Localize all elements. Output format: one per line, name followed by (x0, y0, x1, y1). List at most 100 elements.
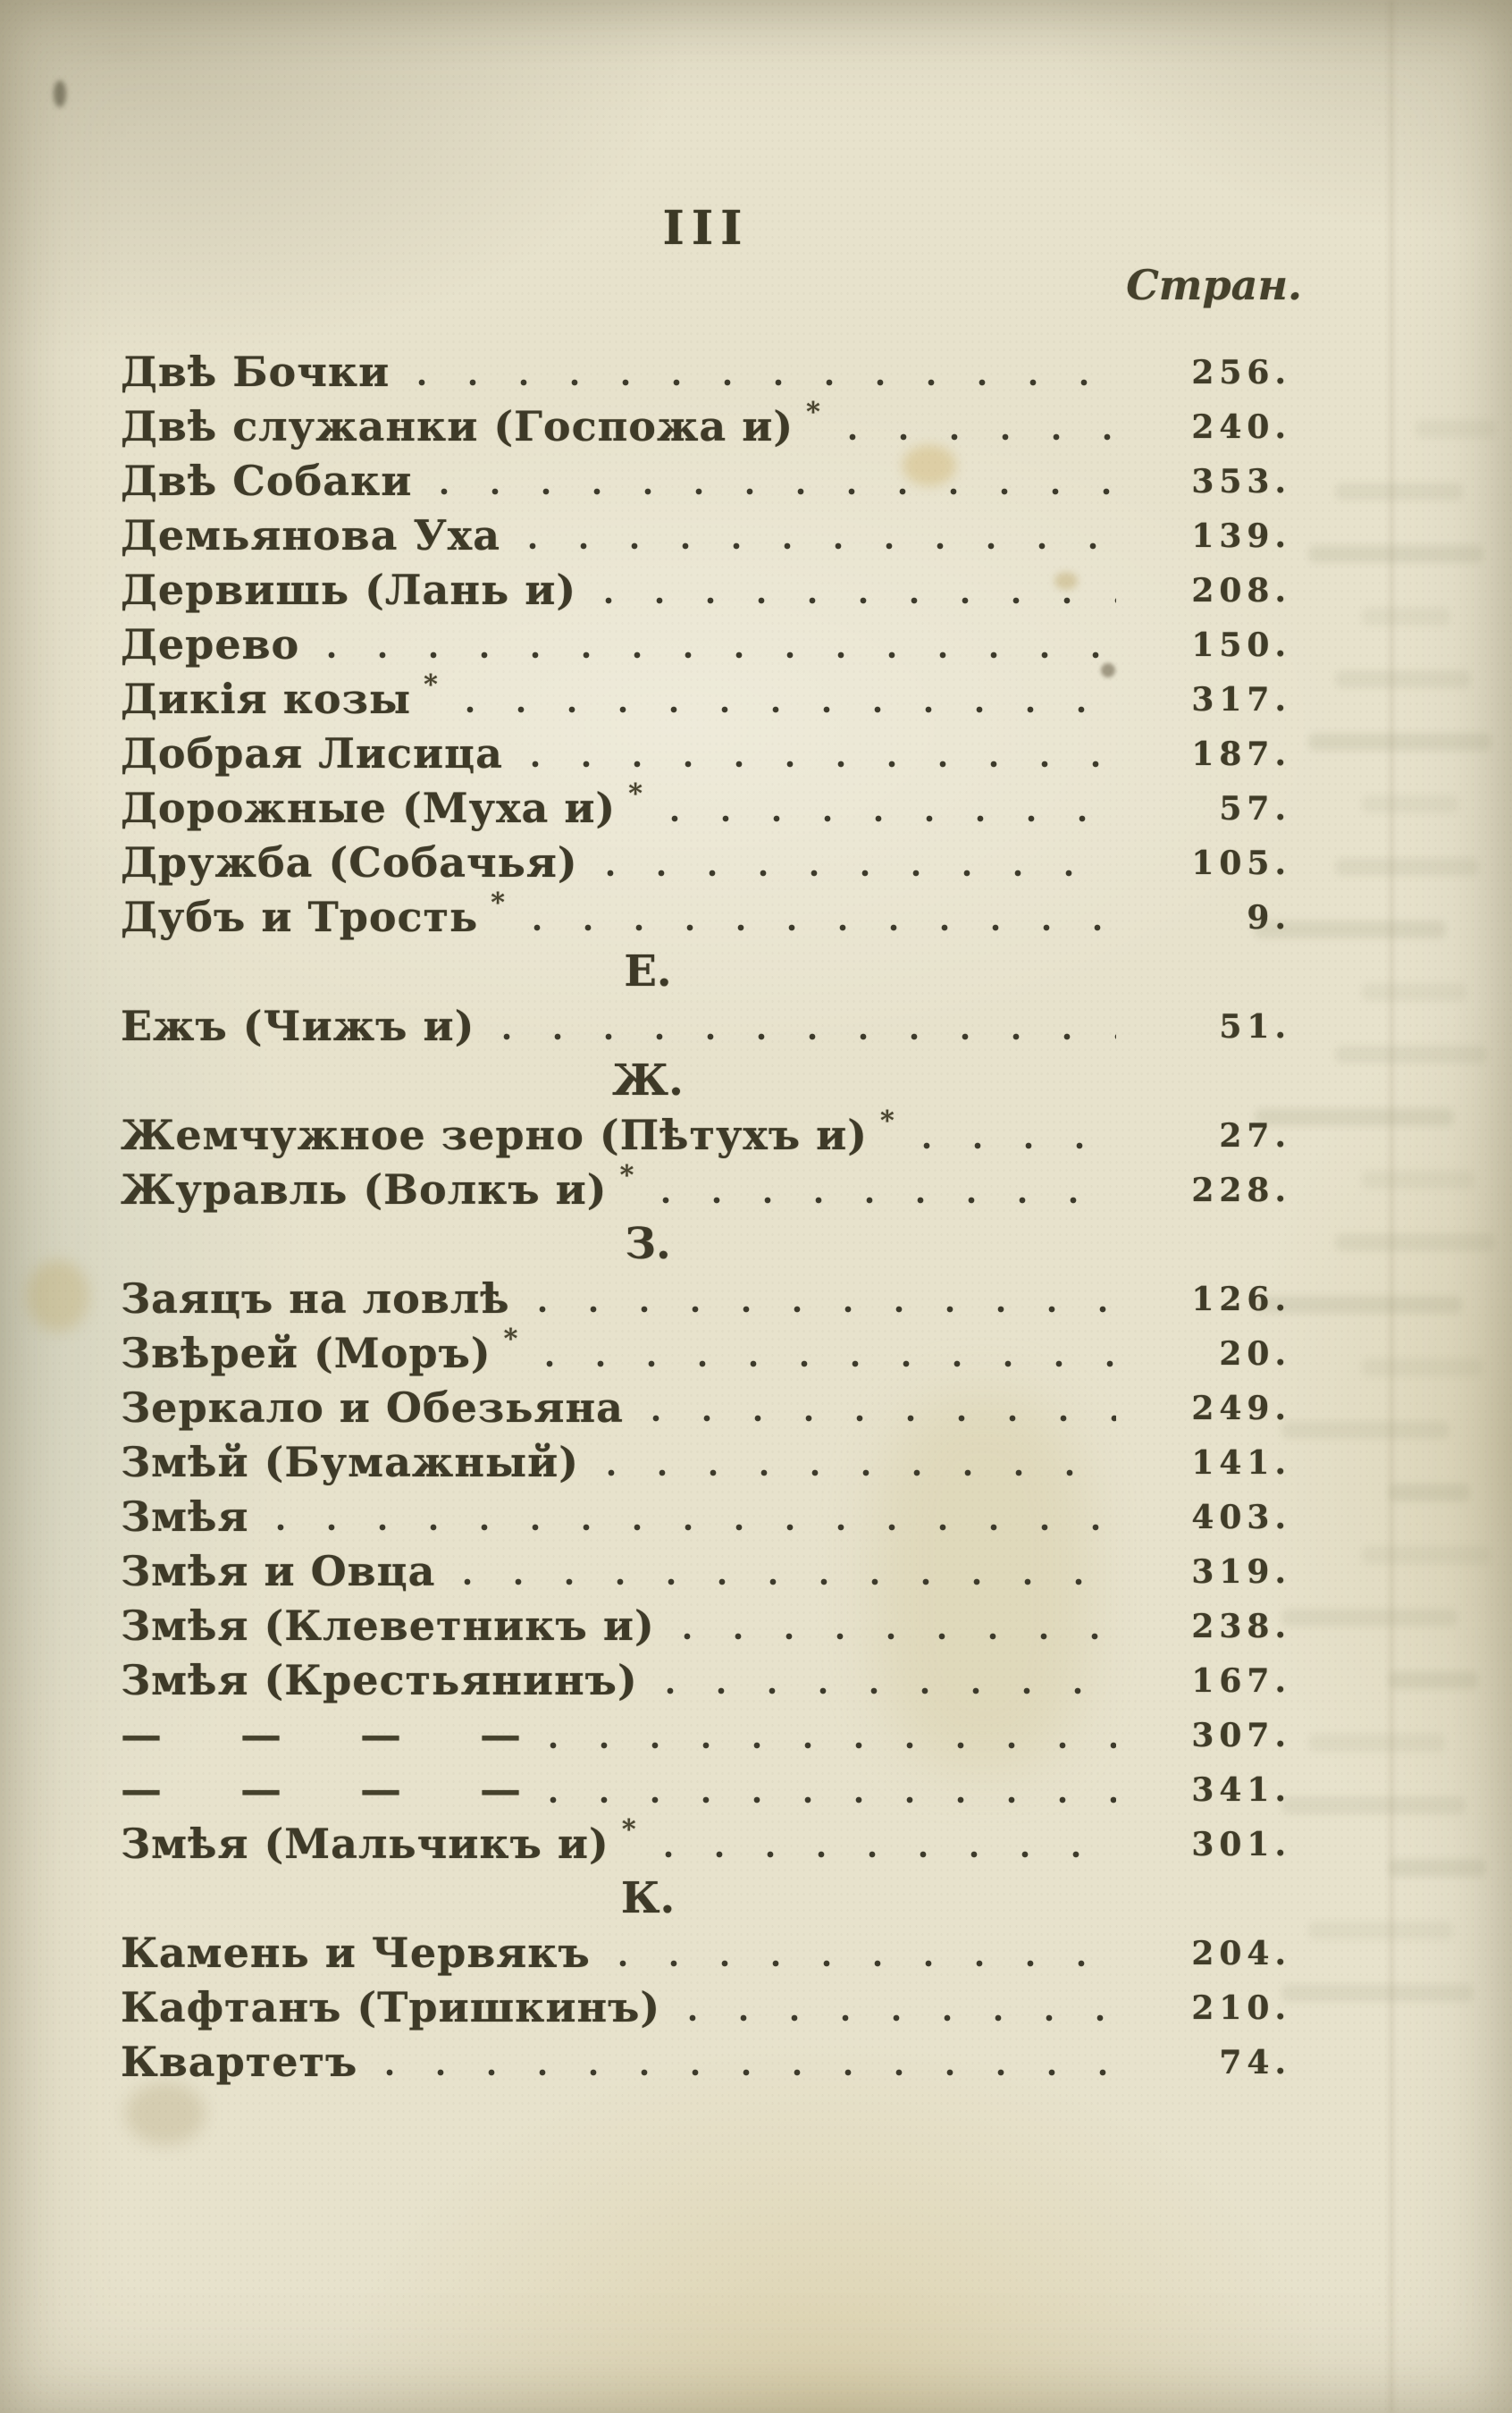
toc-row: Кафтанъ (Тришкинъ) 210. (121, 1979, 1291, 2033)
page-ref: 27. (1219, 1117, 1291, 1155)
page-ref: 307. (1191, 1717, 1291, 1754)
page-ref: 141. (1191, 1444, 1291, 1482)
fable-title: Дорожные (Муха и) (121, 784, 617, 832)
bleed-through-text (1389, 1859, 1486, 1877)
dot-leader (687, 2012, 1116, 2024)
fable-title: Дерево (121, 620, 300, 668)
dot-leader (536, 1303, 1116, 1316)
page-ref: 51. (1219, 1008, 1291, 1046)
fable-title: Звѣрей (Моръ) (121, 1329, 491, 1377)
dot-leader (681, 1630, 1116, 1643)
toc-section-row: З. (121, 1215, 1291, 1270)
bleed-through-text (1362, 1546, 1491, 1564)
fable-title: Дервишь (Лань и) (121, 566, 577, 614)
page-ref: 20. (1219, 1335, 1291, 1373)
fable-title: Жемчужное зерно (Пѣтухъ и) (121, 1111, 869, 1159)
fable-title: Двѣ служанки (Госпожа и) (121, 402, 794, 450)
fable-title: Змѣя (121, 1492, 249, 1541)
fable-title: Демьянова Уха (121, 511, 501, 559)
fable-title: Двѣ Собаки (121, 457, 413, 505)
toc-row: Квартетъ 74. (121, 2033, 1291, 2088)
paper-stain (27, 1260, 89, 1332)
dot-leader (439, 485, 1116, 498)
dot-leader (548, 1794, 1116, 1806)
ink-speck (54, 80, 66, 107)
fable-title: Камень и Червякъ (121, 1929, 591, 1977)
section-letter: К. (620, 1873, 676, 1923)
toc-row: Жемчужное зерно (Пѣтухъ и) * 27. (121, 1106, 1291, 1161)
dot-leader (462, 1576, 1116, 1588)
page-ref: 403. (1191, 1499, 1291, 1536)
dot-leader (384, 2066, 1116, 2079)
page-ref: 126. (1191, 1281, 1291, 1318)
dot-leader (662, 1848, 1116, 1861)
bleed-through-text (1362, 1171, 1474, 1189)
bleed-through-text (1362, 795, 1458, 813)
fable-title: Змѣя и Овца (121, 1547, 436, 1595)
fable-title: Дубъ и Трость (121, 893, 479, 941)
fable-title: Змѣя (Крестьянинъ) (121, 1656, 638, 1704)
footnote-asterisk: * (621, 1814, 636, 1845)
toc-section-row: Е. (121, 943, 1291, 997)
page-ref: 319. (1191, 1553, 1291, 1591)
footnote-asterisk: * (628, 778, 643, 810)
page-ref: 256. (1191, 354, 1291, 391)
column-header: Стран. (1126, 261, 1302, 309)
page-ref: 204. (1191, 1935, 1291, 1972)
dot-leader (326, 649, 1116, 661)
toc-row: Двѣ Бочки 256. (121, 343, 1291, 398)
bleed-through-text (1389, 1671, 1478, 1689)
page-ref: 249. (1191, 1390, 1291, 1427)
fable-title: Змѣя (Мальчикъ и) (121, 1820, 609, 1868)
footnote-asterisk: * (491, 887, 505, 919)
toc-row: Змѣя (Крестьянинъ) 167. (121, 1652, 1291, 1706)
bleed-through-text (1335, 670, 1471, 688)
dot-leader (416, 376, 1116, 389)
toc-row: Журавль (Волкъ и) * 228. (121, 1161, 1291, 1215)
paper-stain (125, 2082, 206, 2145)
page-ref: 105. (1191, 845, 1291, 882)
page-ref: 57. (1219, 790, 1291, 828)
bleed-through-text (1308, 545, 1483, 563)
toc-row: Змѣя 403. (121, 1488, 1291, 1543)
dot-leader (464, 703, 1116, 716)
toc-ditto-row: — — — — 341. (121, 1761, 1291, 1815)
dot-leader (501, 1030, 1116, 1043)
page-ref: 74. (1219, 2044, 1291, 2081)
toc-row: Камень и Червякъ 204. (121, 1924, 1291, 1979)
bleed-through-text (1308, 1734, 1445, 1752)
toc-section-row: Ж. (121, 1052, 1291, 1106)
ditto-dashes: — — — — (121, 1711, 522, 1759)
dot-leader (527, 540, 1116, 552)
ditto-dashes: — — — — (121, 1765, 522, 1813)
bleed-through-text (1335, 1046, 1487, 1064)
fable-title: Добрая Лисица (121, 729, 503, 778)
page-ref: 187. (1191, 736, 1291, 773)
bleed-through-text (1362, 1358, 1483, 1376)
section-letter: З. (625, 1219, 671, 1269)
dot-leader (846, 431, 1116, 443)
page-ref: 353. (1191, 463, 1291, 500)
page-ref: 317. (1191, 681, 1291, 719)
fable-title: Квартетъ (121, 2038, 358, 2086)
bleed-through-text (1362, 983, 1466, 1001)
page-ref: 240. (1191, 408, 1291, 446)
footnote-asterisk: * (619, 1160, 634, 1191)
toc-row: Ежъ (Чижъ и) 51. (121, 997, 1291, 1052)
toc-row: Дружба (Собачья) 105. (121, 834, 1291, 888)
fable-title: Двѣ Бочки (121, 348, 391, 396)
page-ref: 208. (1191, 572, 1291, 610)
page-ref: 150. (1191, 626, 1291, 664)
page-ref: 301. (1191, 1826, 1291, 1863)
dot-leader (606, 1467, 1116, 1479)
fable-title: Змѣя (Клеветникъ и) (121, 1602, 655, 1650)
toc-row: Дерево 150. (121, 616, 1291, 670)
fable-title: Журавль (Волкъ и) (121, 1165, 608, 1214)
bleed-through-text (1308, 1921, 1453, 1939)
dot-leader (548, 1739, 1116, 1752)
toc-row: Дубъ и Трость * 9. (121, 888, 1291, 943)
page-ref: 228. (1191, 1172, 1291, 1209)
dot-leader (650, 1412, 1116, 1425)
bleed-through-text (1389, 1484, 1470, 1501)
bleed-through-text (1281, 1984, 1474, 2002)
